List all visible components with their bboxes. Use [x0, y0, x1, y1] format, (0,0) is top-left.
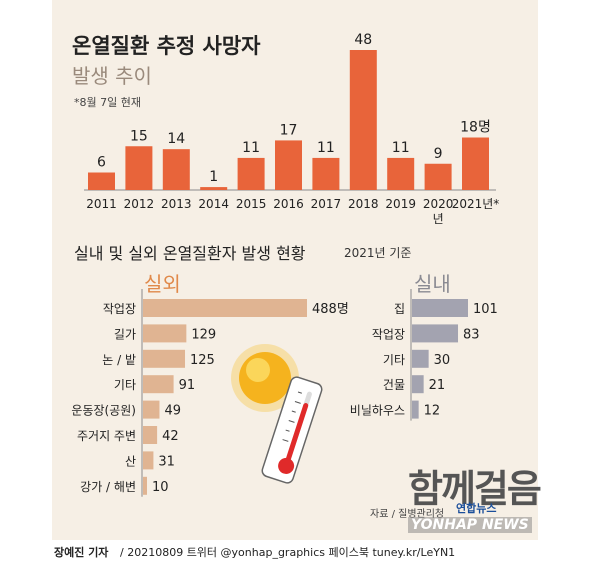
bar-value-label: 31 [158, 454, 175, 469]
bar-value-label: 48 [354, 32, 372, 48]
date-note: *8월 7일 현재 [74, 96, 141, 109]
bar-value-label: 14 [167, 131, 185, 147]
bar [143, 349, 186, 368]
bar-value-label: 91 [179, 378, 196, 393]
x-tick-label: 2020 년 [423, 197, 454, 226]
bar-value-label: 21 [429, 378, 446, 393]
outdoor-panel-label: 실외 [144, 272, 181, 296]
thermometer-icon [261, 376, 323, 484]
bar-value-label: 12 [424, 404, 441, 419]
chart-subtitle: 발생 추이 [72, 64, 152, 88]
source-text: 자료 / 질병관리청 [370, 509, 445, 520]
bar [143, 375, 174, 394]
bar [412, 375, 424, 394]
bar-value-label: 49 [164, 404, 181, 419]
bar-value-label: 42 [162, 429, 179, 444]
category-label: 작업장 [372, 327, 405, 341]
bar-value-label: 488명 [312, 302, 349, 317]
bar [412, 400, 419, 419]
chart-title: 온열질환 추정 사망자 [72, 34, 261, 58]
x-tick-label: 2014 [198, 197, 229, 211]
agency-news-mark: YONHAP NEWS [408, 517, 532, 533]
indoor-bar-chart: 집 101 작업장 83 기타 30 건물 21 비닐하우스 12 [350, 289, 498, 421]
bar [200, 187, 228, 190]
x-tick-label: 2018 [348, 197, 379, 211]
bar [88, 172, 115, 190]
bar [143, 299, 307, 317]
bar [412, 324, 459, 343]
sun-icon [231, 344, 299, 412]
x-tick-label: 2015 [236, 197, 267, 211]
bar-value-label: 17 [280, 122, 298, 138]
bar-value-label: 101 [473, 302, 498, 317]
x-tick-label: 2011 [86, 197, 117, 211]
bar-value-label: 11 [242, 140, 260, 156]
second-chart-title: 실내 및 실외 온열질환자 발생 현황 [74, 244, 306, 263]
bar [412, 299, 468, 317]
bar [125, 146, 153, 190]
credit-bar: 장예진 기자 / 20210809 트위터 @yonhap_graphics 페… [52, 540, 538, 562]
bar-value-label: 10 [152, 480, 169, 495]
bar-value-label: 6 [97, 155, 106, 171]
category-label: 비닐하우스 [350, 404, 405, 418]
bar [349, 50, 377, 190]
category-label: 주거지 주변 [77, 429, 136, 443]
bar-value-label: 15 [130, 128, 148, 144]
bar-value-label: 1 [209, 169, 218, 185]
bar [424, 163, 452, 190]
bar [143, 324, 187, 343]
category-label: 건물 [383, 378, 405, 392]
credit-text: / 20210809 트위터 @yonhap_graphics 페이스북 tun… [120, 546, 456, 559]
bar [462, 137, 489, 190]
second-chart-subtitle: 2021년 기준 [344, 246, 412, 260]
category-label: 길가 [114, 327, 136, 341]
x-tick-label: 2016 [273, 197, 304, 211]
category-label: 운동장(공원) [71, 404, 136, 418]
bar-value-label: 129 [191, 327, 216, 342]
bar [143, 451, 154, 470]
reporter-name: 장예진 기자 [54, 546, 109, 559]
category-label: 작업장 [103, 302, 136, 316]
yearly-bar-chart: 6 2011 15 2012 14 2013 1 2014 11 2015 17 2016 11 2017… [84, 32, 499, 226]
bar [143, 476, 147, 495]
bar [143, 400, 160, 419]
watermark-text: 함께걸음 [408, 467, 542, 511]
bar-value-label: 18명 [460, 120, 491, 136]
x-tick-label: 2019 [385, 197, 416, 211]
bar-value-label: 11 [392, 140, 410, 156]
x-tick-label: 2012 [124, 197, 155, 211]
bar-value-label: 11 [317, 140, 335, 156]
category-label: 기타 [383, 353, 405, 367]
bar [275, 140, 302, 190]
category-label: 강가 / 해변 [80, 480, 136, 494]
category-label: 기타 [114, 378, 136, 392]
agency-logo: 연합뉴스 [456, 502, 497, 515]
category-label: 산 [125, 454, 136, 468]
category-label: 집 [394, 302, 405, 316]
bar [387, 157, 415, 190]
bar-value-label: 125 [190, 353, 215, 368]
bar-value-label: 30 [434, 353, 451, 368]
bar [162, 149, 190, 190]
x-tick-label: 2017 [311, 197, 342, 211]
bar [237, 157, 265, 190]
illustration [231, 344, 323, 484]
bar-value-label: 9 [434, 146, 443, 162]
bar [412, 349, 429, 368]
bar-value-label: 83 [463, 327, 480, 342]
bar [312, 157, 340, 190]
category-label: 논 / 밭 [102, 353, 136, 367]
x-tick-label: 2021년* [452, 197, 500, 211]
indoor-panel-label: 실내 [414, 272, 451, 296]
bar [143, 426, 158, 444]
x-tick-label: 2013 [161, 197, 192, 211]
